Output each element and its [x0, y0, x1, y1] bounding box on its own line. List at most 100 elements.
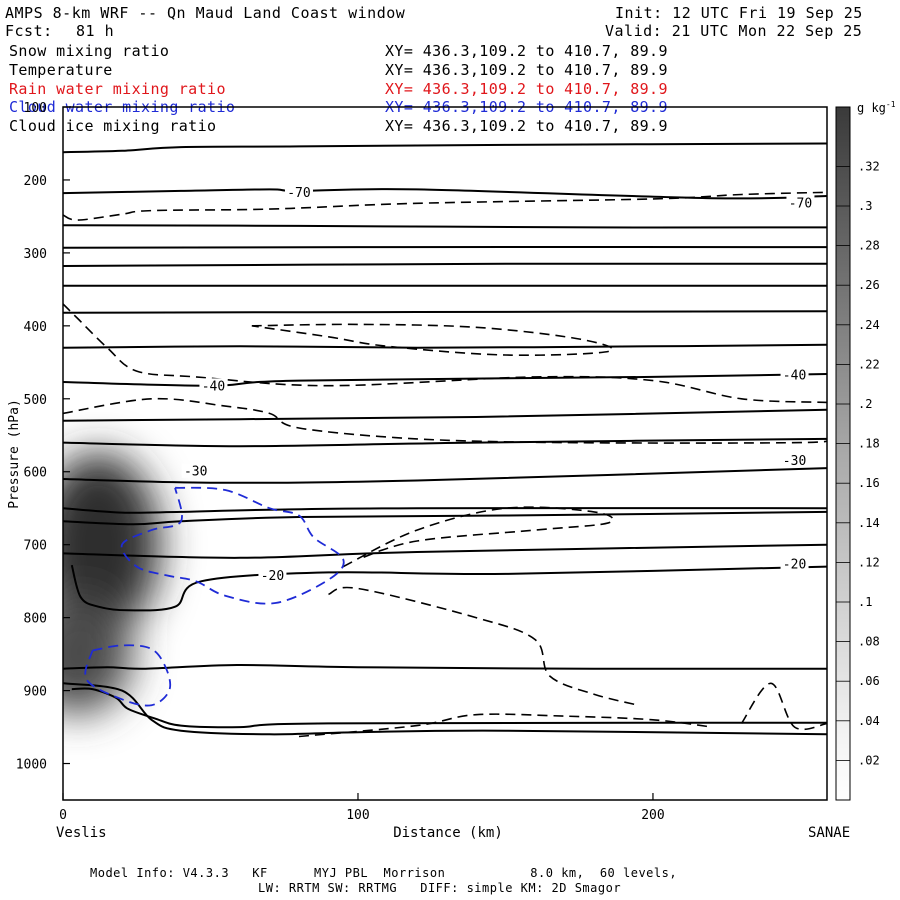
temperature-contour: [63, 188, 827, 200]
endpoint-right: SANAE: [808, 825, 850, 841]
x-tick-label: 200: [641, 808, 664, 823]
cloud-ice-contour: [63, 303, 827, 404]
endpoint-left: Veslis: [56, 825, 107, 841]
colorbar-tick-label: .28: [858, 239, 880, 253]
y-tick-label: 800: [24, 612, 47, 627]
temperature-contour: [63, 543, 827, 559]
temperature-label-bg: [258, 568, 287, 583]
temperature-contour: [63, 507, 827, 514]
model-info-line1: Model Info: V4.3.3 KF MYJ PBL Morrison 8…: [90, 866, 678, 880]
temperature-label: -40: [783, 368, 806, 383]
y-tick-label: 300: [24, 247, 47, 262]
cloud-ice-contour: [298, 713, 713, 738]
colorbar-tick-label: .26: [858, 278, 880, 292]
valid-time: Valid: 21 UTC Mon 22 Sep 25: [605, 22, 863, 40]
temperature-label-bg: [780, 452, 809, 467]
colorbar-tick-label: .04: [858, 714, 880, 728]
x-axis-label: Distance (km): [393, 825, 503, 841]
temperature-contour: [70, 564, 827, 612]
temperature-label-bg: [780, 556, 809, 571]
x-tick-label: 0: [59, 808, 67, 823]
field-cloud-ice-xy: XY= 436.3,109.2 to 410.7, 89.9: [385, 117, 668, 135]
forecast-hour: 81 h: [76, 22, 115, 40]
plot-frame: [62, 106, 828, 801]
colorbar-tick-label: .12: [858, 555, 880, 569]
temperature-contour: [63, 437, 827, 448]
colorbar-tick-label: .14: [858, 516, 880, 530]
temperature-label-bg: [199, 378, 228, 393]
temperature-label: -20: [261, 569, 284, 584]
chart-title: AMPS 8-km WRF -- Qn Maud Land Coast wind…: [5, 4, 406, 22]
model-info-line2: LW: RRTM SW: RRTMG DIFF: simple KM: 2D S…: [258, 881, 622, 895]
temperature-contour: [63, 663, 827, 670]
y-tick-label: 1000: [16, 758, 47, 773]
cloud-water-contour: [84, 644, 172, 707]
y-tick-label: 200: [24, 174, 47, 189]
temperature-contour: [63, 343, 827, 349]
colorbar-tick-label: .08: [858, 635, 880, 649]
cloud-ice-contour: [251, 323, 614, 357]
temperature-contour: [71, 687, 827, 729]
temperature-label-bg: [786, 195, 815, 210]
temperature-contour: [63, 467, 827, 484]
temperature-contour: [63, 682, 827, 736]
temperature-contour: [63, 510, 827, 526]
cloud-ice-contour: [342, 506, 614, 568]
colorbar-tick-label: .16: [858, 476, 880, 490]
field-temperature-xy: XY= 436.3,109.2 to 410.7, 89.9: [385, 61, 668, 79]
y-tick-label: 900: [24, 685, 47, 700]
temperature-contour: [63, 310, 827, 314]
temperature-label: -20: [783, 557, 806, 572]
colorbar-tick-label: .06: [858, 674, 880, 688]
temperature-contours: [63, 142, 827, 736]
colorbar-tick-label: .2: [858, 397, 872, 411]
colorbar-tick-label: .02: [858, 753, 880, 767]
temperature-contour: [63, 224, 827, 229]
temperature-contour: [63, 246, 827, 249]
colorbar-tick-label: .18: [858, 437, 880, 451]
y-axis-label: Pressure (hPa): [7, 399, 22, 509]
temperature-labels: -70 -70 -40 -40 -30 -30 -20 -20: [181, 185, 815, 584]
colorbar-tick-label: .32: [858, 159, 880, 173]
field-rain-name: Rain water mixing ratio: [9, 80, 226, 98]
temperature-label-bg: [181, 463, 210, 478]
forecast-label: Fcst:: [5, 22, 53, 40]
field-snow-xy: XY= 436.3,109.2 to 410.7, 89.9: [385, 42, 668, 60]
cloud-ice-contour: [328, 586, 639, 706]
field-temperature-name: Temperature: [9, 61, 113, 79]
colorbar-tick-label: .24: [858, 318, 880, 332]
temperature-contour: [63, 373, 827, 387]
temperature-contour: [63, 262, 827, 267]
cloud-ice-contour: [740, 682, 827, 731]
cloud-ice-contour: [63, 191, 827, 221]
cloud-ice-contours: [63, 191, 827, 738]
y-axis: 100 200 300 400 500 600 700 800 900 1000: [16, 101, 70, 773]
init-time: Init: 12 UTC Fri 19 Sep 25: [615, 4, 863, 22]
temperature-label: -30: [783, 454, 806, 469]
colorbar-tick-label: .1: [858, 595, 872, 609]
temperature-contour: [63, 142, 827, 154]
colorbar-tick-label: .3: [858, 199, 872, 213]
colorbar-tick-label: .22: [858, 357, 880, 371]
y-tick-label: 100: [24, 101, 47, 116]
colorbar-ticks: .02 .04 .06 .08 .1 .12 .14 .16 .18 .2 .22 .24 .26 .28…: [836, 159, 880, 767]
temperature-contour: [63, 408, 827, 422]
x-tick-label: 100: [346, 808, 369, 823]
temperature-label: -70: [287, 186, 310, 201]
cloud-water-contour: [120, 486, 345, 605]
temperature-label: -40: [202, 379, 225, 394]
y-tick-label: 400: [24, 320, 47, 335]
colorbar-unit: g kg-1: [857, 100, 896, 115]
cloud-ice-contour: [63, 397, 827, 444]
snow-shading: [63, 452, 161, 715]
temperature-label: -30: [184, 465, 207, 480]
x-axis: 0 100 200: [59, 793, 665, 823]
y-tick-label: 700: [24, 539, 47, 554]
y-tick-label: 600: [24, 466, 47, 481]
temperature-label-bg: [780, 367, 809, 382]
colorbar: [835, 106, 851, 801]
cloud-water-contours: [84, 486, 345, 707]
field-rain-xy: XY= 436.3,109.2 to 410.7, 89.9: [385, 80, 668, 98]
field-cloud-ice-name: Cloud ice mixing ratio: [9, 117, 217, 135]
